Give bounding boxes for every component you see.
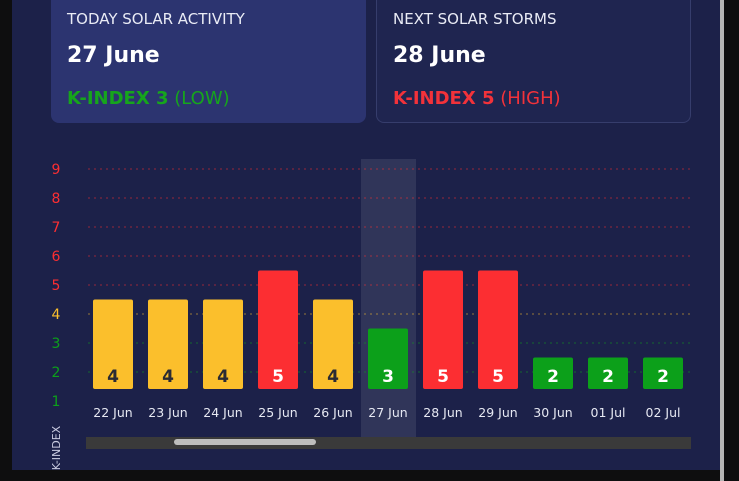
kindex-bar [313,299,353,389]
kindex-level: (LOW) [174,88,230,109]
x-tick-label: 29 Jun [478,405,517,420]
kindex-bar [203,299,243,389]
kindex-bar [93,299,133,389]
kindex-bar [423,270,463,389]
kindex-level: (HIGH) [500,88,561,109]
bar-value-label: 4 [162,367,174,387]
x-tick-label: 23 Jun [148,405,187,420]
x-tick-label: 02 Jul [646,405,681,420]
y-tick-label: 8 [52,191,61,207]
y-tick-label: 2 [52,365,61,381]
next-storms-card[interactable]: NEXT SOLAR STORMS 28 June K-INDEX 5 (HIG… [376,0,691,123]
card-title: NEXT SOLAR STORMS [393,10,557,28]
y-tick-label: 3 [52,336,61,352]
bar-value-label: 4 [107,367,119,387]
x-tick-label: 24 Jun [203,405,242,420]
y-tick-label: 9 [52,162,61,178]
x-tick-label: 28 Jun [423,405,462,420]
x-tick-label: 27 Jun [368,405,407,420]
chart-scrollbar[interactable] [86,437,691,449]
bar-value-label: 5 [492,367,504,387]
kindex-bar [258,270,298,389]
kindex-bar [533,357,573,389]
kindex-bar [588,357,628,389]
x-tick-label: 22 Jun [93,405,132,420]
kindex-bar [148,299,188,389]
y-tick-label: 6 [52,249,61,265]
kindex-value: K-INDEX 3 [67,88,169,109]
bar-value-label: 4 [217,367,229,387]
scrollbar-thumb[interactable] [174,439,316,445]
y-tick-label: 7 [52,220,61,236]
x-tick-label: 25 Jun [258,405,297,420]
card-date: 27 June [67,43,160,68]
bar-value-label: 2 [602,367,614,387]
window-edge [720,0,724,481]
x-tick-label: 30 Jun [533,405,572,420]
y-tick-label: 4 [52,307,61,323]
bar-value-label: 5 [272,367,284,387]
today-activity-card[interactable]: TODAY SOLAR ACTIVITY 27 June K-INDEX 3 (… [51,0,366,123]
bar-value-label: 2 [547,367,559,387]
bar-value-label: 2 [657,367,669,387]
kindex-status: K-INDEX 5 (HIGH) [393,88,561,109]
selected-day-highlight [361,159,416,437]
x-tick-label: 01 Jul [591,405,626,420]
y-axis-label: K-INDEX [50,425,63,470]
bar-value-label: 5 [437,367,449,387]
card-title: TODAY SOLAR ACTIVITY [67,10,245,28]
kindex-bar [643,357,683,389]
y-tick-label: 1 [52,394,61,410]
x-tick-label: 26 Jun [313,405,352,420]
kindex-bar [478,270,518,389]
bar-value-label: 4 [327,367,339,387]
card-date: 28 June [393,43,486,68]
y-tick-label: 5 [52,278,61,294]
kindex-bar [368,328,408,389]
bar-value-label: 3 [382,367,394,387]
kindex-value: K-INDEX 5 [393,88,495,109]
kindex-status: K-INDEX 3 (LOW) [67,88,230,109]
